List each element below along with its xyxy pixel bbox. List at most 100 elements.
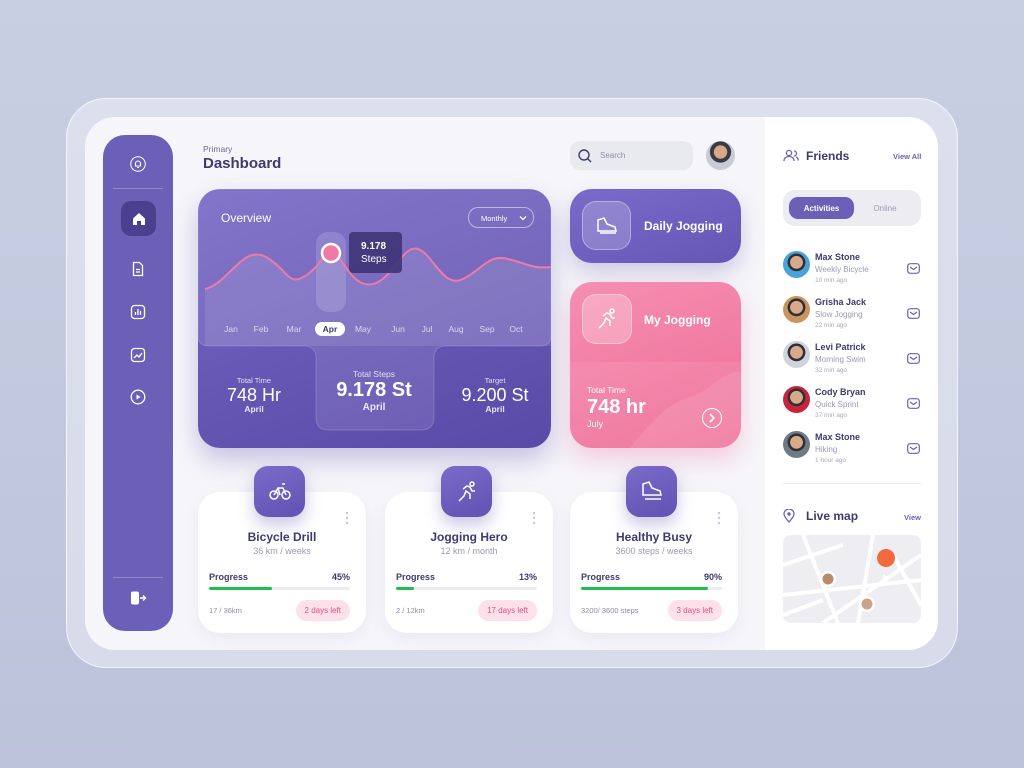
month-label[interactable]: Feb bbox=[253, 324, 269, 334]
view-all-link[interactable]: View All bbox=[893, 152, 922, 161]
friend-name: Max Stone bbox=[815, 432, 861, 442]
friend-avatar[interactable] bbox=[783, 251, 810, 278]
stat-value: 9.200 St bbox=[461, 385, 529, 405]
search-icon bbox=[578, 149, 592, 163]
live-map-view-link[interactable]: View bbox=[904, 513, 921, 522]
progress-label: Progress bbox=[396, 572, 436, 582]
remaining-pill: 3 days left bbox=[667, 600, 722, 621]
friend-avatar[interactable] bbox=[783, 431, 810, 458]
progress-label: Progress bbox=[209, 572, 249, 582]
user-avatar[interactable] bbox=[706, 141, 735, 170]
tab-activities[interactable]: Activities bbox=[789, 197, 854, 219]
friend-activity: Hiking bbox=[815, 445, 838, 454]
search-box[interactable]: Search bbox=[570, 141, 693, 170]
stat-value: 748 Hr bbox=[226, 385, 282, 405]
month-label[interactable]: Apr bbox=[315, 322, 345, 336]
stat-period: April bbox=[244, 404, 264, 414]
my-jogging-value: 748 hr bbox=[587, 396, 646, 418]
overview-decoration bbox=[198, 189, 551, 431]
arrow-button[interactable] bbox=[702, 408, 722, 428]
map[interactable] bbox=[783, 535, 921, 623]
divider bbox=[113, 188, 163, 189]
month-label[interactable]: May bbox=[354, 324, 372, 334]
my-jogging-title: My Jogging bbox=[644, 313, 711, 327]
remaining-pill: 2 days left bbox=[295, 600, 350, 621]
logout-icon bbox=[131, 591, 147, 605]
mail-icon bbox=[907, 263, 920, 274]
progress-percent: 45% bbox=[331, 572, 350, 582]
stat-label: Target bbox=[484, 376, 506, 385]
progress-bar bbox=[209, 587, 273, 590]
dots-icon bbox=[532, 511, 536, 525]
message-button[interactable] bbox=[907, 261, 920, 274]
friend-name: Cody Bryan bbox=[815, 387, 866, 397]
activity-icon bbox=[641, 480, 662, 500]
home-icon bbox=[132, 212, 145, 225]
message-button[interactable] bbox=[907, 351, 920, 364]
stat-period: April bbox=[485, 404, 505, 414]
friend-avatar[interactable] bbox=[783, 296, 810, 323]
header-title: Dashboard bbox=[203, 155, 282, 172]
stat-period: April bbox=[362, 402, 386, 413]
shoe-icon bbox=[596, 216, 617, 234]
activity-detail: 3600 steps / weeks bbox=[615, 546, 693, 556]
activity-icon bbox=[457, 480, 475, 502]
runner-icon bbox=[598, 308, 615, 329]
more-button[interactable] bbox=[344, 510, 350, 526]
mail-icon bbox=[907, 398, 920, 409]
tab-online[interactable]: Online bbox=[873, 203, 897, 213]
message-button[interactable] bbox=[907, 306, 920, 319]
mail-icon bbox=[907, 443, 920, 454]
progress-track bbox=[209, 587, 350, 590]
stat-value: 9.178 St bbox=[336, 379, 412, 401]
remaining-pill: 17 days left bbox=[478, 600, 537, 621]
overview-title: Overview bbox=[221, 211, 272, 225]
my-jogging-decoration bbox=[570, 362, 741, 448]
arrow-icon bbox=[709, 413, 716, 423]
media-button[interactable] bbox=[121, 380, 155, 414]
daily-jogging-card[interactable]: Daily Jogging bbox=[570, 189, 741, 263]
month-label[interactable]: Sep bbox=[479, 324, 495, 334]
activity-count: 3200/ 3600 steps bbox=[581, 606, 639, 615]
message-button[interactable] bbox=[907, 396, 920, 409]
month-label[interactable]: Oct bbox=[509, 324, 523, 334]
activity-icon bbox=[268, 482, 291, 500]
activity-detail: 12 km / month bbox=[440, 546, 498, 556]
stat-label: Total Steps bbox=[352, 369, 396, 379]
trends-button[interactable] bbox=[121, 338, 155, 372]
progress-percent: 90% bbox=[703, 572, 722, 582]
live-map-title: Live map bbox=[806, 509, 859, 523]
divider bbox=[113, 577, 163, 578]
dropdown-arrow bbox=[519, 216, 527, 221]
friend-name: Grisha Jack bbox=[815, 297, 867, 307]
friend-avatar[interactable] bbox=[783, 386, 810, 413]
more-button[interactable] bbox=[716, 510, 722, 526]
progress-bar bbox=[396, 587, 415, 590]
friend-activity: Morning Swim bbox=[815, 355, 866, 364]
month-label[interactable]: Jul bbox=[421, 324, 433, 334]
notification-button[interactable] bbox=[121, 147, 155, 181]
tooltip-value: 9.178 bbox=[361, 241, 387, 252]
documents-button[interactable] bbox=[121, 252, 155, 286]
home-button[interactable] bbox=[121, 201, 156, 236]
mail-icon bbox=[907, 353, 920, 364]
stats-button[interactable] bbox=[121, 295, 155, 329]
month-label[interactable]: Jun bbox=[391, 324, 405, 334]
message-button[interactable] bbox=[907, 441, 920, 454]
tooltip-label: Steps bbox=[361, 254, 387, 265]
progress-track bbox=[396, 587, 537, 590]
dots-icon bbox=[717, 511, 721, 525]
logout-button[interactable] bbox=[121, 581, 155, 615]
period-dropdown[interactable]: Monthly bbox=[468, 207, 534, 228]
month-label[interactable]: Jan bbox=[224, 324, 238, 334]
period-label: Monthly bbox=[481, 214, 508, 223]
more-button[interactable] bbox=[531, 510, 537, 526]
my-jogging-card[interactable]: My Jogging Total Time 748 hr July bbox=[570, 282, 741, 448]
document-icon bbox=[132, 261, 144, 277]
friend-avatar[interactable] bbox=[783, 341, 810, 368]
month-label[interactable]: Aug bbox=[448, 324, 464, 334]
location-icon bbox=[783, 509, 795, 523]
month-label[interactable]: Mar bbox=[286, 324, 302, 334]
search-placeholder: Search bbox=[600, 151, 626, 160]
